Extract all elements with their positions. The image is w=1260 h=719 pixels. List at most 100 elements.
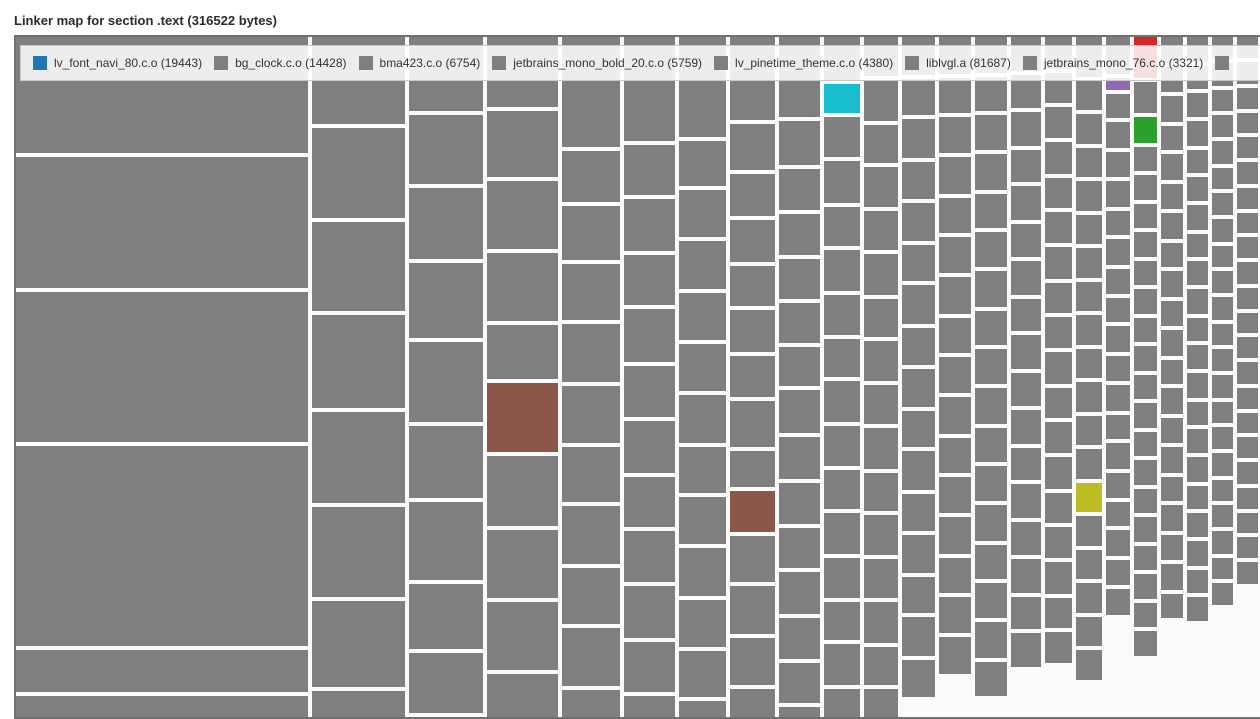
map-block[interactable] xyxy=(1161,564,1183,590)
map-block[interactable] xyxy=(779,347,820,386)
map-block[interactable] xyxy=(975,505,1007,541)
legend-item[interactable]: lv_font_navi_80.c.o (19443) xyxy=(33,56,202,70)
map-block[interactable] xyxy=(1076,248,1102,278)
map-block[interactable] xyxy=(487,253,558,321)
map-block[interactable] xyxy=(409,188,483,259)
map-block[interactable] xyxy=(975,662,1007,696)
map-block[interactable] xyxy=(902,660,935,697)
map-block[interactable] xyxy=(487,602,558,670)
map-block[interactable] xyxy=(1212,168,1233,189)
map-block[interactable] xyxy=(1212,558,1233,579)
map-block[interactable] xyxy=(902,577,935,613)
map-block[interactable] xyxy=(1106,269,1130,294)
map-block-purple[interactable] xyxy=(1106,78,1130,90)
map-block[interactable] xyxy=(1212,90,1233,111)
legend-item[interactable]: jetbrains_mono_76.c.o (3321) xyxy=(1022,56,1203,70)
map-block[interactable] xyxy=(312,507,405,597)
map-block[interactable] xyxy=(864,428,898,469)
map-block[interactable] xyxy=(1161,418,1183,443)
map-block[interactable] xyxy=(730,356,775,397)
map-block[interactable] xyxy=(624,421,675,473)
map-block[interactable] xyxy=(1106,181,1130,207)
map-block[interactable] xyxy=(902,203,935,241)
map-block[interactable] xyxy=(1187,345,1208,369)
map-block[interactable] xyxy=(1106,239,1130,265)
map-block[interactable] xyxy=(1187,261,1208,285)
map-block[interactable] xyxy=(975,115,1007,150)
map-block[interactable] xyxy=(1212,427,1233,449)
map-block[interactable] xyxy=(939,198,971,233)
map-block[interactable] xyxy=(562,690,620,717)
map-block[interactable] xyxy=(730,124,775,170)
map-block[interactable] xyxy=(864,559,898,598)
map-block[interactable] xyxy=(1187,486,1208,509)
map-block[interactable] xyxy=(902,617,935,656)
map-block[interactable] xyxy=(975,311,1007,345)
map-block[interactable] xyxy=(1187,457,1208,482)
map-block[interactable] xyxy=(1161,388,1183,414)
map-block[interactable] xyxy=(1134,375,1157,399)
map-block[interactable] xyxy=(902,245,935,281)
map-block[interactable] xyxy=(1187,373,1208,398)
map-block[interactable] xyxy=(939,357,971,393)
map-block-cyan[interactable] xyxy=(824,84,860,113)
map-block[interactable] xyxy=(975,77,1007,111)
map-block[interactable] xyxy=(312,128,405,218)
map-block[interactable] xyxy=(1045,107,1072,138)
map-block[interactable] xyxy=(624,477,675,527)
map-block[interactable] xyxy=(1045,632,1072,663)
map-block[interactable] xyxy=(312,691,405,717)
map-block[interactable] xyxy=(1212,375,1233,398)
map-block[interactable] xyxy=(1134,346,1157,371)
map-block[interactable] xyxy=(939,277,971,314)
map-block[interactable] xyxy=(939,117,971,153)
map-block[interactable] xyxy=(1187,289,1208,314)
map-block[interactable] xyxy=(1106,356,1130,381)
map-block[interactable] xyxy=(1237,113,1258,133)
map-block[interactable] xyxy=(562,506,620,564)
map-block[interactable] xyxy=(1212,402,1233,423)
map-block[interactable] xyxy=(1011,112,1041,146)
map-block[interactable] xyxy=(779,303,820,343)
map-block[interactable] xyxy=(624,309,675,362)
map-block[interactable] xyxy=(1134,631,1157,656)
map-block[interactable] xyxy=(1076,81,1102,110)
map-block[interactable] xyxy=(624,642,675,692)
map-block[interactable] xyxy=(824,207,860,246)
map-block[interactable] xyxy=(624,586,675,638)
map-block[interactable] xyxy=(864,341,898,381)
map-block[interactable] xyxy=(1212,271,1233,293)
map-block[interactable] xyxy=(730,266,775,306)
map-block[interactable] xyxy=(1045,598,1072,628)
map-block[interactable] xyxy=(1106,122,1130,148)
map-block[interactable] xyxy=(1134,261,1157,285)
map-block[interactable] xyxy=(1076,617,1102,646)
map-block[interactable] xyxy=(902,369,935,407)
map-block[interactable] xyxy=(975,583,1007,618)
map-block[interactable] xyxy=(1045,493,1072,523)
map-block[interactable] xyxy=(624,199,675,251)
map-block[interactable] xyxy=(312,222,405,311)
map-block[interactable] xyxy=(562,324,620,382)
map-block[interactable] xyxy=(679,600,726,647)
map-block[interactable] xyxy=(1011,373,1041,406)
map-block[interactable] xyxy=(1237,237,1258,258)
map-block[interactable] xyxy=(730,174,775,216)
map-block[interactable] xyxy=(730,638,775,685)
map-block[interactable] xyxy=(779,572,820,614)
map-block[interactable] xyxy=(1212,453,1233,476)
map-block[interactable] xyxy=(16,650,308,692)
map-block[interactable] xyxy=(864,254,898,295)
map-block[interactable] xyxy=(679,190,726,237)
map-block[interactable] xyxy=(1237,362,1258,384)
map-block[interactable] xyxy=(864,385,898,424)
map-block[interactable] xyxy=(679,447,726,493)
map-block[interactable] xyxy=(562,628,620,686)
map-block[interactable] xyxy=(1106,530,1130,556)
map-block[interactable] xyxy=(1106,211,1130,235)
map-block[interactable] xyxy=(1134,318,1157,342)
map-block[interactable] xyxy=(1011,484,1041,518)
map-block[interactable] xyxy=(624,145,675,195)
map-block[interactable] xyxy=(1134,546,1157,570)
map-block[interactable] xyxy=(864,167,898,207)
